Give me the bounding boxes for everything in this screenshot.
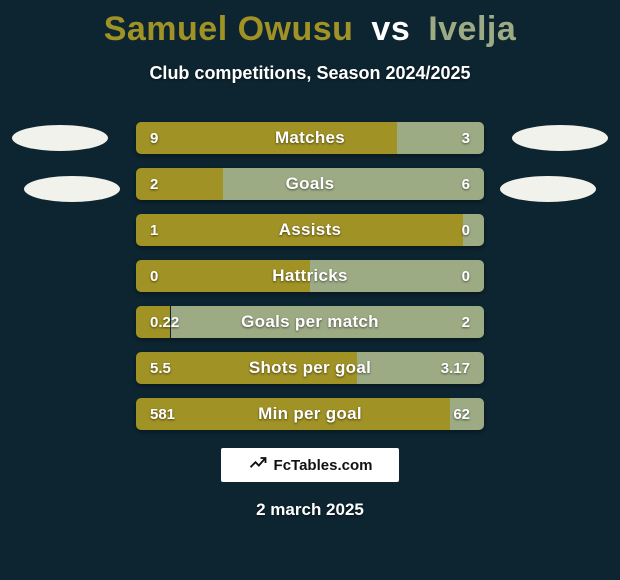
stat-bar-left bbox=[136, 260, 310, 292]
stat-row: Min per goal58162 bbox=[136, 398, 484, 430]
stat-bar-left bbox=[136, 306, 170, 338]
stat-bar-right bbox=[397, 122, 484, 154]
brand-logo-box: FcTables.com bbox=[221, 448, 399, 482]
stat-row: Assists10 bbox=[136, 214, 484, 246]
player1-badge-2 bbox=[24, 176, 120, 202]
player1-name: Samuel Owusu bbox=[104, 10, 354, 48]
chart-icon bbox=[248, 453, 268, 477]
subtitle: Club competitions, Season 2024/2025 bbox=[0, 63, 620, 84]
stat-row: Shots per goal5.53.17 bbox=[136, 352, 484, 384]
stat-row: Goals per match0.222 bbox=[136, 306, 484, 338]
stat-bar-right bbox=[357, 352, 484, 384]
player2-badge-1 bbox=[512, 125, 608, 151]
stat-bar-right bbox=[450, 398, 484, 430]
player1-badge-1 bbox=[12, 125, 108, 151]
stat-bar-left bbox=[136, 168, 223, 200]
comparison-title: Samuel Owusu vs Ivelja bbox=[0, 0, 620, 49]
stat-bar-left bbox=[136, 352, 357, 384]
stat-row: Goals26 bbox=[136, 168, 484, 200]
stat-bar-right bbox=[463, 214, 484, 246]
stat-bar-right bbox=[171, 306, 485, 338]
stat-row: Hattricks00 bbox=[136, 260, 484, 292]
player2-badge-2 bbox=[500, 176, 596, 202]
player2-name: Ivelja bbox=[428, 10, 516, 48]
stat-bar-left bbox=[136, 122, 397, 154]
stat-row: Matches93 bbox=[136, 122, 484, 154]
brand-text: FcTables.com bbox=[274, 457, 373, 474]
stat-bar-right bbox=[310, 260, 484, 292]
stat-bar-left bbox=[136, 398, 450, 430]
stat-bars: Matches93 Goals26 Assists10 Hattricks00 Goal… bbox=[136, 122, 484, 444]
stat-bar-left bbox=[136, 214, 463, 246]
vs-separator: vs bbox=[371, 10, 410, 48]
stat-bar-right bbox=[223, 168, 484, 200]
date-text: 2 march 2025 bbox=[0, 500, 620, 520]
